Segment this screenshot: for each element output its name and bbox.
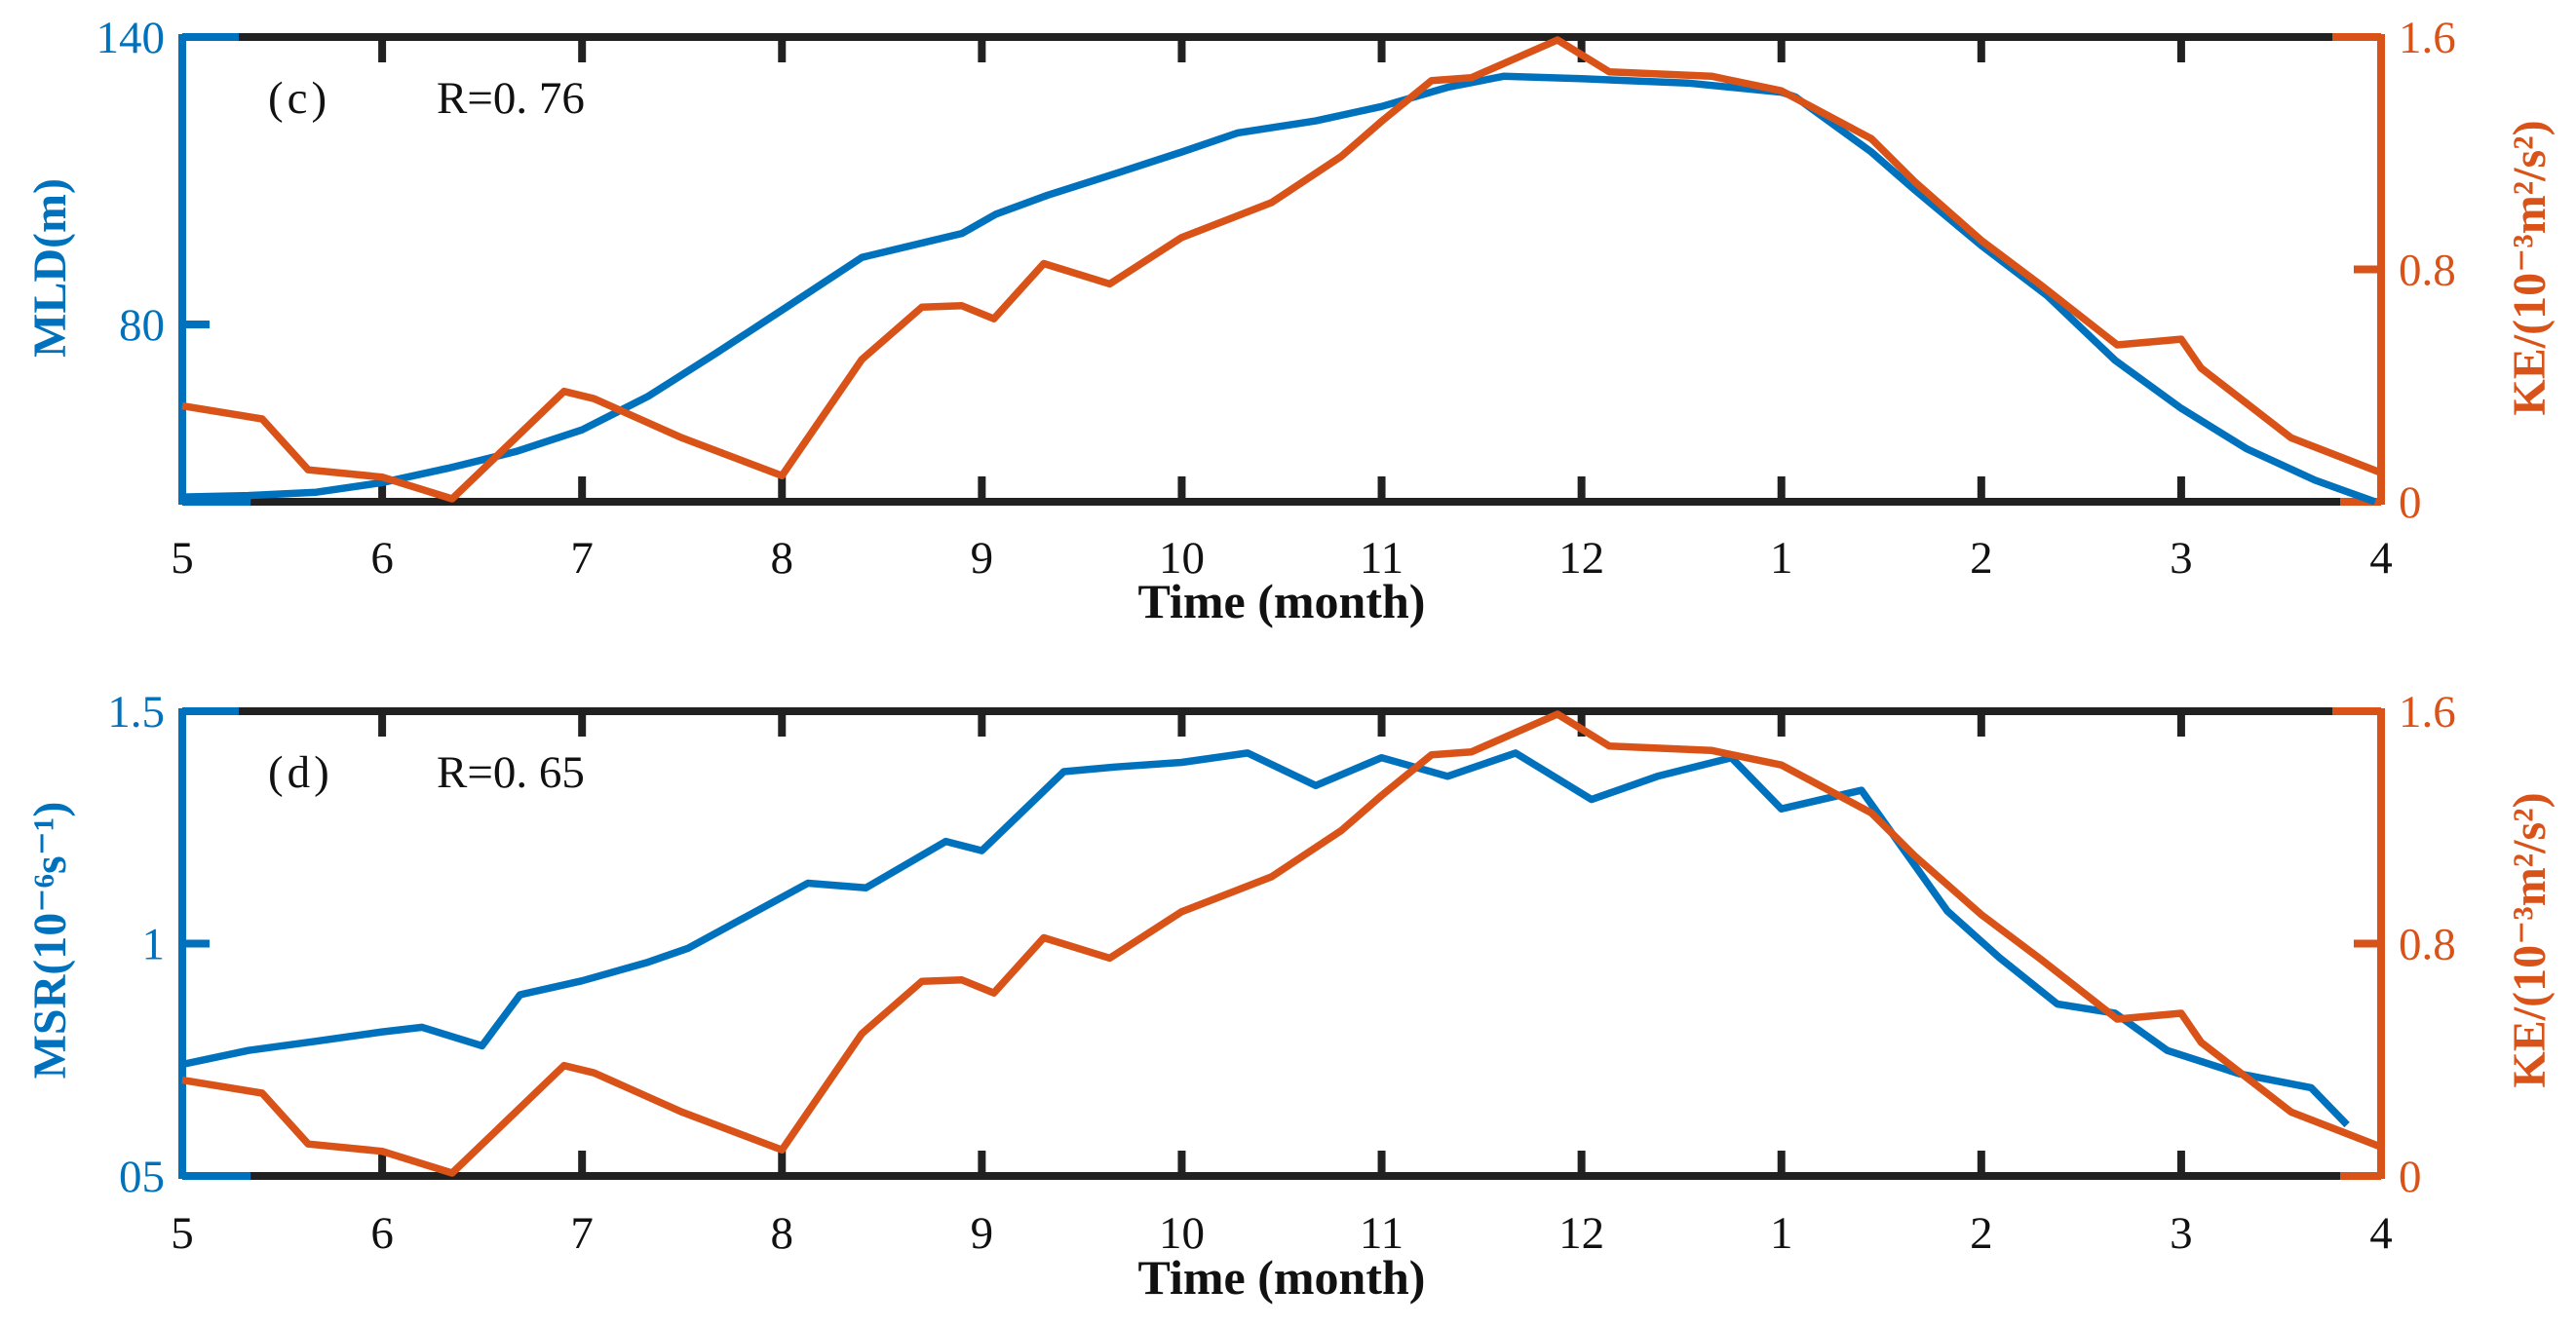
- panel-d-ylabel-right: KE/(10⁻³m²/s²): [2504, 792, 2556, 1088]
- panel-c-xlabel: Time (month): [1137, 574, 1426, 628]
- y-left-tick-label: 1.5: [107, 687, 165, 738]
- x-tick-label: 4: [2369, 533, 2393, 584]
- x-tick-label: 9: [971, 1208, 994, 1259]
- x-tick-label: 2: [1970, 1208, 1993, 1259]
- y-left-tick-label: 05: [119, 1152, 165, 1202]
- x-tick-label: 11: [1360, 1208, 1403, 1259]
- x-tick-label: 11: [1360, 533, 1403, 584]
- x-tick-label: 5: [171, 1208, 194, 1259]
- panel-c-ylabel-left: MLD(m): [24, 178, 76, 358]
- msr-line-d: [181, 749, 2350, 1128]
- panel-d-xlabel: Time (month): [1137, 1250, 1426, 1305]
- panel-c-r-value: R=0. 76: [437, 73, 585, 124]
- x-tick-label: 12: [1558, 1208, 1604, 1259]
- x-tick-label: 12: [1558, 533, 1604, 584]
- panel-d-tag: (d): [268, 747, 333, 798]
- mld-line-c: [181, 72, 2377, 506]
- y-right-tick-label: 1.6: [2399, 13, 2456, 63]
- y-left-tick-label: 1: [142, 920, 166, 970]
- x-tick-label: 1: [1770, 533, 1793, 584]
- x-tick-label: 3: [2170, 533, 2193, 584]
- x-tick-label: 3: [2170, 1208, 2193, 1259]
- y-right-tick-label: 1.6: [2399, 687, 2456, 738]
- x-tick-label: 5: [171, 533, 194, 584]
- x-tick-label: 9: [971, 533, 994, 584]
- y-right-tick-label: 0: [2399, 1152, 2422, 1202]
- panel-d-ylabel-left: MSR(10⁻⁶s⁻¹): [24, 801, 76, 1080]
- x-tick-label: 1: [1770, 1208, 1793, 1259]
- y-left-tick-label: 140: [96, 13, 166, 63]
- x-tick-label: 10: [1159, 1208, 1205, 1259]
- ke-line-d: [181, 710, 2383, 1177]
- x-tick-label: 2: [1970, 533, 1993, 584]
- panel-d-r-value: R=0. 65: [437, 747, 585, 798]
- y-right-tick-label: 0: [2399, 477, 2422, 528]
- y-right-tick-label: 0.8: [2399, 920, 2456, 970]
- x-tick-label: 6: [370, 1208, 394, 1259]
- x-tick-label: 7: [570, 533, 594, 584]
- x-tick-label: 4: [2369, 1208, 2393, 1259]
- x-tick-label: 8: [771, 533, 794, 584]
- y-right-tick-label: 0.8: [2399, 246, 2456, 296]
- x-tick-label: 10: [1159, 533, 1205, 584]
- x-tick-label: 6: [370, 533, 394, 584]
- x-tick-label: 7: [570, 1208, 594, 1259]
- x-tick-label: 8: [771, 1208, 794, 1259]
- y-left-tick-label: 80: [119, 300, 165, 351]
- panel-c-tag: (c): [268, 73, 331, 124]
- ke-line-c: [181, 36, 2383, 503]
- panel-c-ylabel-right: KE/(10⁻³m²/s²): [2504, 120, 2556, 416]
